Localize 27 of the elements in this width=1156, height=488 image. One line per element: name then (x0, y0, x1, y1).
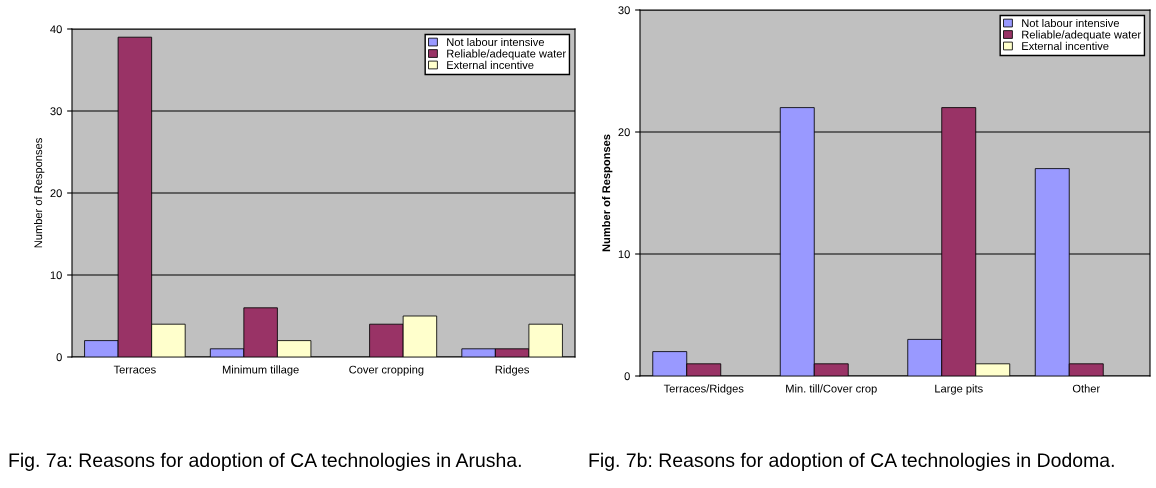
x-tick-label: Cover cropping (349, 365, 424, 376)
y-tick-label: 10 (50, 271, 62, 280)
y-tick-label: 10 (618, 250, 630, 259)
y-tick-label: 20 (618, 128, 630, 137)
y-axis-title: Number of Responses (34, 138, 45, 248)
x-tick-label: Other (1072, 384, 1100, 393)
legend-label: External incentive (1022, 41, 1109, 50)
y-tick-label: 30 (50, 107, 62, 116)
x-tick-label: Min. till/Cover crop (786, 384, 877, 395)
x-tick-label: Large pits (935, 384, 983, 395)
legend-label: External incentive (447, 60, 534, 69)
y-axis-title: Number of Responses (602, 134, 613, 252)
y-tick-label: 40 (50, 25, 62, 34)
legend-label: Reliable/adequate water (1022, 30, 1141, 41)
caption: Fig. 7b: Reasons for adoption of CA technologies in Dodoma. (589, 452, 1114, 471)
y-tick-label: 20 (50, 189, 62, 198)
y-tick-label: 30 (618, 6, 630, 15)
y-tick-label: 0 (56, 353, 62, 362)
x-tick-label: Ridges (495, 365, 530, 376)
caption: Fig. 7a: Reasons for adoption of CA technologies in Arusha. (9, 452, 521, 471)
legend-label: Reliable/adequate water (447, 49, 566, 60)
y-tick-label: 0 (624, 372, 630, 381)
legend-label: Not labour intensive (1022, 18, 1119, 28)
x-tick-label: Minimum tillage (222, 365, 299, 376)
x-tick-label: Terraces/Ridges (663, 384, 744, 395)
legend-label: Not labour intensive (447, 37, 544, 47)
x-tick-label: Terraces (113, 365, 156, 374)
